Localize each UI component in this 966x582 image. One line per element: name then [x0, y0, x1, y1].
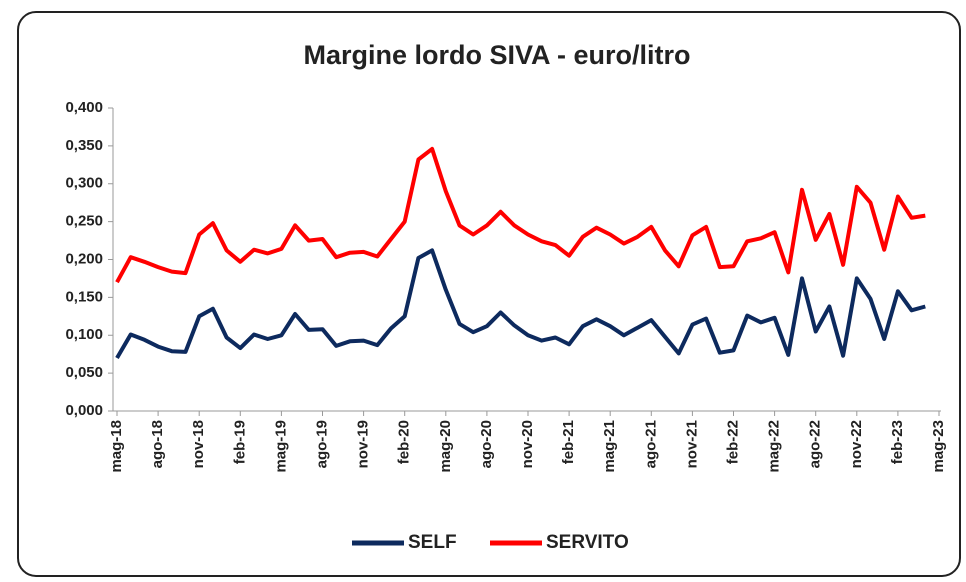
x-tick-label: mag-22 — [766, 420, 783, 473]
y-tick-label: 0,300 — [65, 175, 103, 192]
x-tick-label: feb-21 — [560, 420, 577, 464]
legend-label: SELF — [408, 532, 457, 553]
x-tick-label: mag-23 — [930, 420, 947, 473]
x-tick-label: mag-21 — [601, 420, 618, 473]
x-tick-label: mag-20 — [437, 420, 454, 473]
x-tick-label: mag-19 — [272, 420, 289, 473]
chart-title: Margine lordo SIVA - euro/litro — [303, 40, 690, 70]
x-tick-label: ago-19 — [313, 420, 330, 468]
y-tick-label: 0,250 — [65, 213, 103, 230]
y-tick-label: 0,350 — [65, 137, 103, 154]
x-tick-label: nov-22 — [848, 420, 865, 468]
x-tick-label: feb-22 — [724, 420, 741, 464]
x-tick-label: nov-18 — [190, 420, 207, 468]
x-tick-label: feb-20 — [396, 420, 413, 464]
y-tick-label: 0,000 — [65, 402, 103, 419]
y-tick-label: 0,100 — [65, 326, 103, 343]
y-tick-label: 0,200 — [65, 250, 103, 267]
y-tick-label: 0,400 — [65, 99, 103, 116]
x-tick-label: ago-21 — [642, 420, 659, 468]
y-tick-label: 0,050 — [65, 364, 103, 381]
x-tick-label: ago-22 — [807, 420, 824, 468]
x-tick-label: nov-19 — [355, 420, 372, 468]
x-tick-label: nov-21 — [683, 420, 700, 468]
series-line — [115, 248, 926, 360]
x-tick-label: feb-19 — [231, 420, 248, 464]
x-tick-label: ago-20 — [478, 420, 495, 468]
x-tick-label: nov-20 — [519, 420, 536, 468]
chart-frame — [17, 11, 961, 577]
x-tick-label: ago-18 — [149, 420, 166, 468]
x-tick-label: mag-18 — [108, 420, 125, 473]
series-line — [115, 146, 926, 284]
legend-label: SERVITO — [546, 532, 629, 553]
x-tick-label: feb-23 — [889, 420, 906, 464]
y-tick-label: 0,150 — [65, 288, 103, 305]
